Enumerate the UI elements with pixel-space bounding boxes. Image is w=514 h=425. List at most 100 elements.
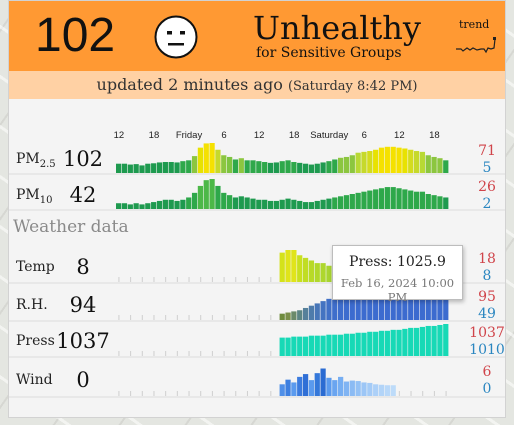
- press-label-main: Press: [16, 333, 55, 349]
- temp-max: 18: [478, 251, 496, 267]
- pm10-bar: [390, 187, 396, 209]
- rh-bar: [343, 292, 350, 320]
- temp-value: 8: [76, 255, 89, 279]
- pm25-bar: [162, 162, 168, 173]
- rh-bar: [413, 288, 420, 320]
- pm10-bar: [332, 197, 338, 209]
- pm25-bar: [378, 147, 385, 173]
- pm25-bar: [145, 163, 151, 173]
- rh-bar: [302, 307, 309, 320]
- pm25-bar: [291, 162, 297, 173]
- trend-sparkline-icon[interactable]: [455, 31, 497, 55]
- neutral-face-icon: [154, 15, 198, 59]
- pm10-bar: [227, 195, 233, 209]
- time-axis-label: 18: [149, 130, 160, 141]
- press-bar: [373, 331, 379, 356]
- temp-label: Temp: [16, 259, 55, 275]
- chart-tooltip: Press: 1025.9 Feb 16, 2024 10:00 PM: [332, 245, 463, 304]
- trend-label[interactable]: trend: [459, 18, 490, 31]
- time-axis-label: 12: [394, 130, 405, 141]
- wind-bar: [367, 382, 373, 396]
- rh-bar: [396, 288, 402, 320]
- rh-bar: [338, 294, 344, 320]
- press-bar: [419, 326, 426, 356]
- wind-min: 0: [483, 381, 492, 397]
- wind-bar: [378, 384, 385, 396]
- rh-label: R.H.: [16, 297, 48, 313]
- pm25-bar: [355, 152, 361, 173]
- time-axis-label: Saturday: [310, 130, 348, 141]
- pm25-bar: [279, 161, 285, 173]
- rh-bar: [308, 305, 315, 320]
- wind-bar: [279, 384, 285, 396]
- press-bar: [338, 334, 344, 356]
- rh-bar: [390, 288, 396, 320]
- pm10-value: 42: [70, 183, 97, 207]
- wind-bar: [349, 380, 355, 396]
- time-axis-label: 6: [221, 130, 226, 141]
- pm25-bar: [425, 155, 431, 173]
- pm25-bar: [437, 158, 443, 173]
- pm10-bar: [180, 199, 186, 209]
- press-bar: [279, 337, 285, 356]
- pm25-bar: [326, 161, 332, 173]
- aqi-status-title: Unhealthy: [253, 9, 421, 47]
- press-bar: [437, 324, 443, 356]
- pm25-label-sub: 2.5: [40, 159, 56, 170]
- wind-bar: [343, 381, 350, 396]
- pm10-label-sub: 10: [40, 195, 53, 206]
- press-bar: [355, 332, 361, 356]
- temp-label-main: Temp: [16, 259, 55, 275]
- pm25-value: 102: [63, 147, 103, 171]
- pm25-bar: [151, 163, 157, 173]
- charts-area: 12 18 Friday 6 12 18 Saturday 6 12 18 PM2.5 102 71 5 P…: [9, 101, 506, 418]
- rh-value: 94: [70, 293, 97, 317]
- pm10-bar: [250, 198, 256, 209]
- pm25-bar: [413, 151, 420, 173]
- pm10-bar: [215, 185, 221, 209]
- rh-bar: [291, 311, 297, 320]
- pm10-bar: [425, 194, 431, 209]
- pm25-bar: [133, 164, 139, 173]
- rh-bar: [419, 288, 426, 320]
- pm25-bar: [209, 143, 215, 173]
- pm10-bar: [262, 199, 268, 209]
- temp-bar: [326, 265, 332, 282]
- pm25-bar: [156, 162, 163, 173]
- pm25-bar: [431, 156, 437, 173]
- pm25-max: 71: [478, 143, 496, 159]
- pm10-bar: [285, 198, 291, 209]
- press-bar: [291, 336, 297, 356]
- pm10-bar: [302, 202, 309, 209]
- rh-min: 49: [478, 306, 496, 322]
- pm10-bar: [244, 197, 250, 209]
- pm25-bar: [273, 162, 279, 173]
- pm10-bar: [367, 190, 373, 209]
- press-bar: [378, 330, 385, 356]
- pm10-max: 26: [478, 179, 496, 195]
- pm10-bar: [343, 195, 350, 209]
- press-bar: [326, 334, 332, 356]
- press-value: 1037: [56, 329, 109, 353]
- press-bar: [349, 333, 355, 356]
- pm25-bar: [373, 149, 379, 173]
- rh-bar: [384, 288, 390, 320]
- pm10-bar: [139, 204, 145, 209]
- rh-bar: [314, 303, 320, 320]
- rh-bar: [443, 288, 449, 320]
- pm25-bar: [186, 160, 192, 173]
- pm25-bar: [320, 162, 326, 173]
- pm10-bar: [437, 196, 443, 209]
- pm10-bar: [408, 190, 414, 209]
- pm25-bar: [232, 159, 239, 173]
- pm25-bar: [285, 160, 291, 173]
- pm25-bar: [361, 151, 367, 173]
- wind-label-main: Wind: [16, 372, 53, 388]
- pm10-bar: [320, 199, 326, 209]
- press-bar: [384, 330, 390, 356]
- rh-bar: [349, 290, 355, 320]
- rh-bar: [367, 288, 373, 320]
- rh-bar: [431, 288, 437, 320]
- pm25-bar: [402, 148, 408, 173]
